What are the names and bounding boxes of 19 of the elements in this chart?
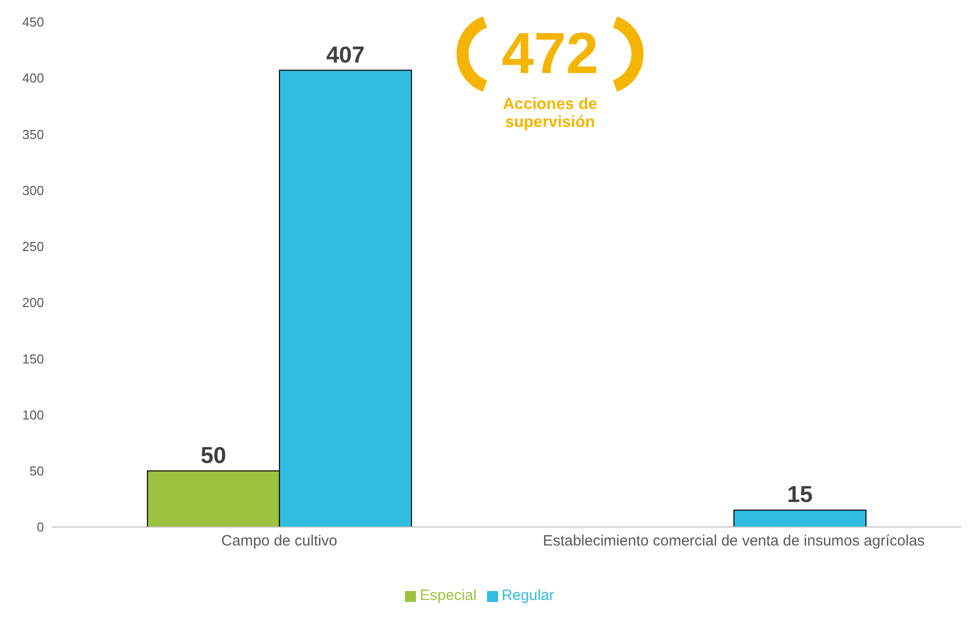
bar — [733, 510, 866, 527]
y-tick-label: 50 — [30, 464, 44, 479]
legend-label: Especial — [420, 587, 477, 604]
y-tick-label: 450 — [22, 14, 44, 30]
y-tick-label: 300 — [22, 182, 44, 198]
y-tick-label: 350 — [22, 126, 44, 142]
annotation: Acciones de supervisión — [502, 96, 598, 132]
data-label: 15 — [787, 481, 813, 508]
y-tick-label: 250 — [22, 239, 44, 254]
x-tick-label: Establecimiento comercial de venta de insumos agrícolas — [542, 532, 925, 550]
y-tick-label: 100 — [22, 407, 44, 422]
y-tick-label: 0 — [36, 520, 44, 535]
y-tick-label: 400 — [22, 70, 44, 86]
y-tick-label: 200 — [22, 295, 44, 310]
data-label: 50 — [200, 442, 226, 468]
data-label: 407 — [326, 41, 365, 68]
legend-label: Regular — [502, 587, 554, 604]
y-tick-label: 150 — [22, 351, 44, 366]
x-tick-label: Campo de cultivo — [221, 532, 338, 550]
